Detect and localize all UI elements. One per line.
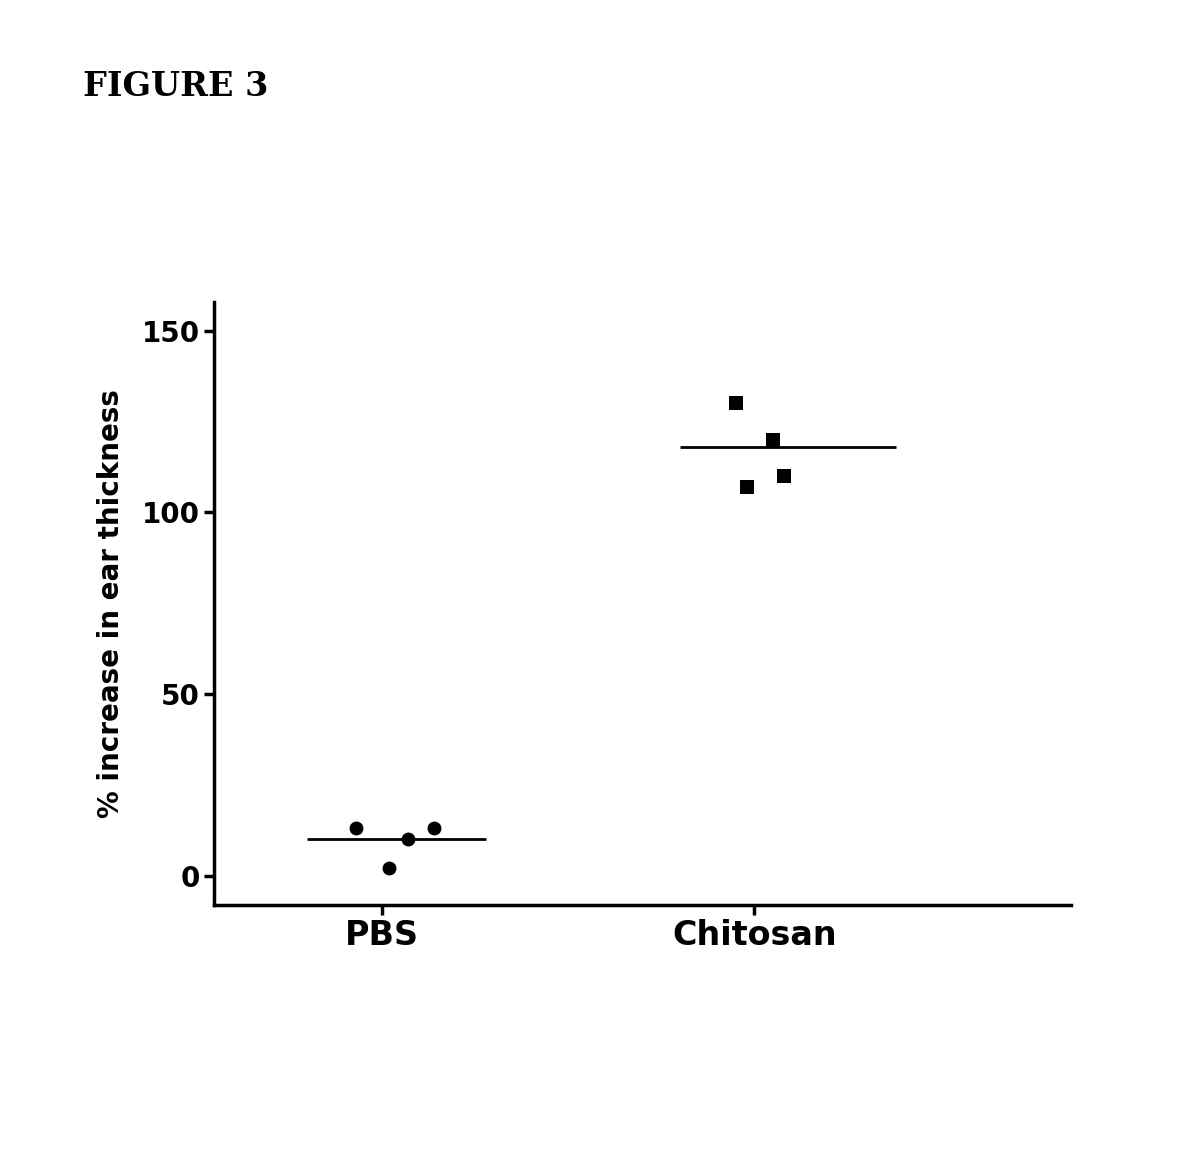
Point [346,819,365,838]
Point [764,430,783,449]
Point [775,466,794,485]
Point [425,819,444,838]
Point [399,831,418,849]
Point [726,394,745,413]
Y-axis label: % increase in ear thickness: % increase in ear thickness [96,389,125,818]
Point [380,860,399,878]
Point [738,478,757,496]
Text: FIGURE 3: FIGURE 3 [83,70,269,102]
